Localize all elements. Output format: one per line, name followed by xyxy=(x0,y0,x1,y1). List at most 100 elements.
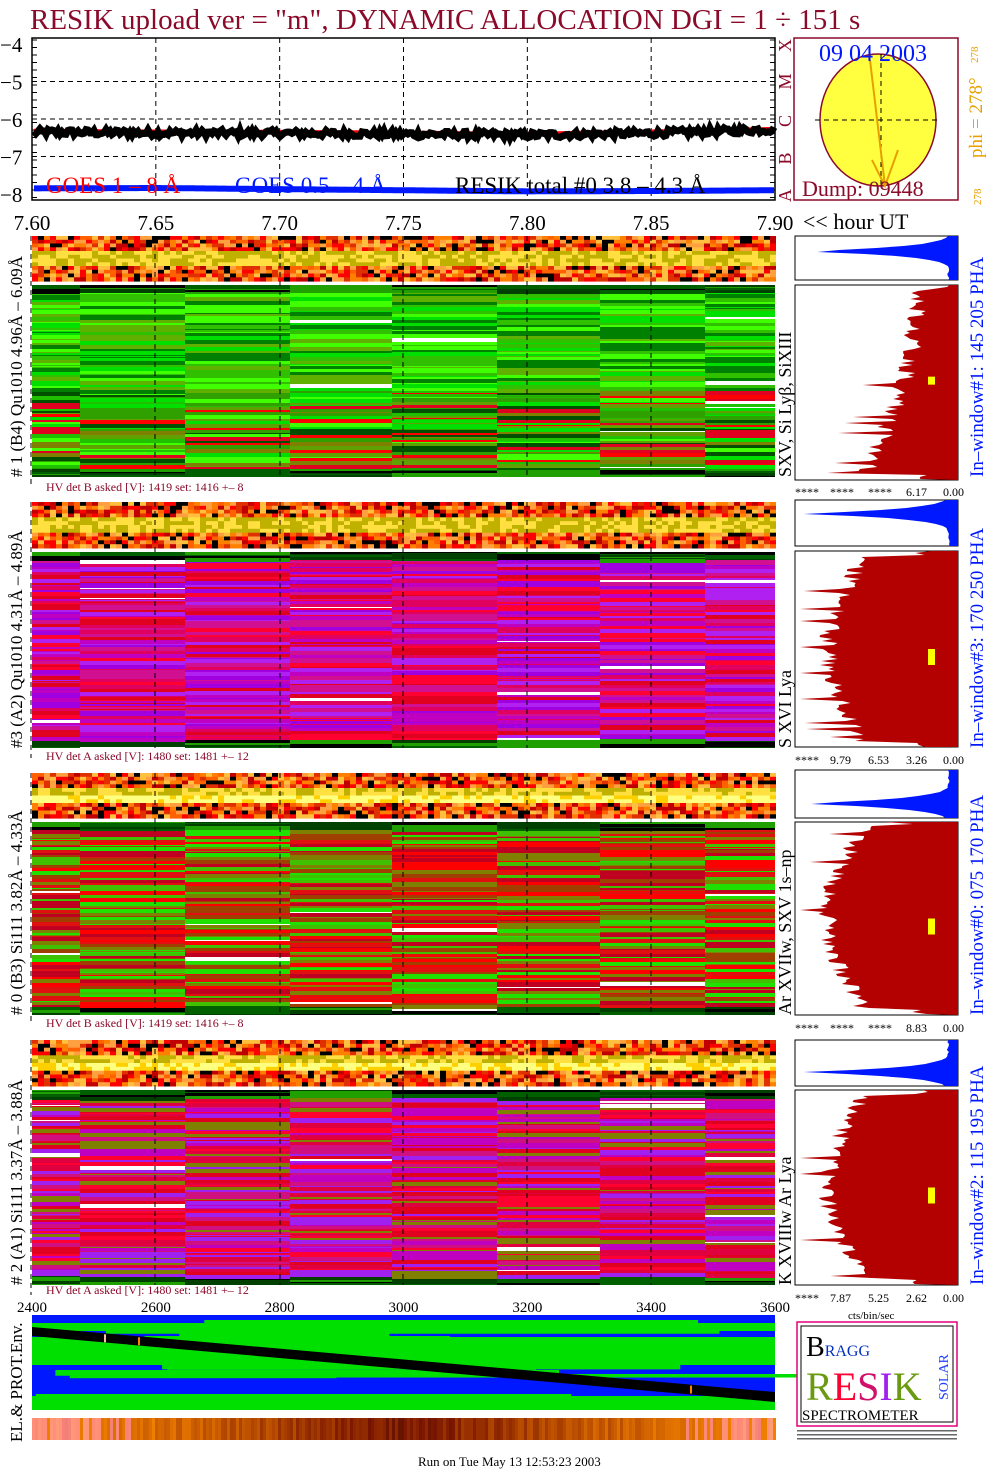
spectrogram-row xyxy=(600,915,705,918)
hv-status: HV det A asked [V]: 1480 set: 1481 +– 12 xyxy=(46,1283,249,1297)
spectrogram-row xyxy=(392,384,497,388)
spectrogram-row xyxy=(705,656,775,660)
spectrogram-row xyxy=(392,603,497,607)
spectral-lines-label: SXV, Si Lyβ, SiXIII xyxy=(775,332,795,477)
spectrogram-row xyxy=(600,1259,705,1263)
spectrogram-row xyxy=(290,285,392,289)
spectrogram-row xyxy=(497,416,600,420)
spectrogram-row xyxy=(497,896,600,900)
spectrogram-row xyxy=(290,913,392,917)
intensity-strip-cell xyxy=(224,1418,227,1440)
spectrogram-row xyxy=(705,997,775,998)
x-tick-label: 3400 xyxy=(636,1300,666,1316)
spectrogram-row xyxy=(600,586,705,589)
spectrogram-row xyxy=(185,1143,290,1146)
spectrogram-row xyxy=(497,336,600,339)
spectrogram-row xyxy=(32,875,80,879)
spectrogram-row xyxy=(705,903,775,904)
env-band xyxy=(69,1373,337,1379)
spectrogram-row xyxy=(185,1248,290,1249)
x-axis-label: << hour UT xyxy=(803,209,909,234)
spectrogram-row xyxy=(80,997,185,999)
spectrogram-row xyxy=(392,988,497,989)
spectrogram-row xyxy=(392,898,497,899)
spectrogram-row xyxy=(80,972,185,973)
spectrogram-row xyxy=(600,1119,705,1121)
spectrogram-row xyxy=(290,851,392,852)
spectrogram-row xyxy=(32,438,80,442)
spectrogram-row xyxy=(80,610,185,612)
spectrogram-row xyxy=(705,1224,775,1226)
spectrogram-row xyxy=(32,1180,80,1181)
spectrogram-row xyxy=(290,1107,392,1108)
spectrogram-row xyxy=(600,366,705,369)
intensity-strip-cell xyxy=(98,1418,101,1440)
spectrogram-row xyxy=(80,1156,185,1160)
spectrogram-row xyxy=(80,355,185,356)
spectrogram-row xyxy=(185,1245,290,1248)
spectrogram-row xyxy=(185,333,290,336)
spectrogram-row xyxy=(392,1173,497,1177)
spectrogram-row xyxy=(32,333,80,335)
spectrogram-row xyxy=(185,839,290,842)
intensity-strip-cell xyxy=(374,1418,377,1440)
spectrogram-row xyxy=(600,559,705,563)
spectrogram-row xyxy=(80,661,185,665)
spectrogram-row xyxy=(705,290,775,293)
spectrogram-row xyxy=(185,428,290,430)
spectrogram-row xyxy=(600,1123,705,1126)
y-tick-label: −5 xyxy=(0,71,22,95)
spectrogram-row xyxy=(290,1197,392,1199)
spectrogram-row xyxy=(32,687,80,688)
spectrogram-row xyxy=(600,1236,705,1240)
spectrogram-row xyxy=(80,475,185,477)
spectrogram-row xyxy=(392,627,497,628)
spectrogram-row xyxy=(392,884,497,885)
spectrogram-row xyxy=(185,388,290,389)
spectrogram-row xyxy=(705,347,775,349)
spectrogram-row xyxy=(497,1283,600,1285)
spectrogram-row xyxy=(600,347,705,351)
spectrogram-row xyxy=(705,349,775,350)
spectrogram-row xyxy=(600,898,705,899)
spectrogram-row xyxy=(185,628,290,632)
spectrogram-row xyxy=(80,617,185,619)
spectrogram-row xyxy=(705,942,775,943)
spectrogram-row xyxy=(80,728,185,732)
spectrogram-row xyxy=(600,555,705,557)
spectrogram-row xyxy=(32,1126,80,1128)
spectrogram-row xyxy=(600,1193,705,1194)
spectrogram-row xyxy=(185,365,290,366)
spectrogram-row xyxy=(185,834,290,836)
spectrogram-row xyxy=(705,1139,775,1141)
spectrogram-row xyxy=(497,618,600,620)
spectrogram-row xyxy=(185,445,290,449)
spectrogram-row xyxy=(32,908,80,910)
spectrogram-row xyxy=(600,1130,705,1131)
spectrogram-row xyxy=(600,926,705,927)
spectrogram-row xyxy=(497,647,600,649)
spectrogram-row xyxy=(705,317,775,319)
spectrogram-row xyxy=(497,1107,600,1110)
intensity-strip-cell xyxy=(308,1418,311,1440)
intensity-strip-cell xyxy=(59,1418,62,1440)
spectrogram-row xyxy=(185,860,290,864)
spectrogram-row xyxy=(705,825,775,828)
spectrogram-row xyxy=(600,1168,705,1171)
spectrogram-row xyxy=(392,1112,497,1116)
spectrogram-row xyxy=(497,334,600,336)
spectrogram-row xyxy=(705,733,775,737)
spectrogram-row xyxy=(32,1212,80,1214)
spectrogram-row xyxy=(497,399,600,402)
spectrogram-row xyxy=(600,937,705,939)
spectrogram-row xyxy=(80,1246,185,1247)
spectrogram-row xyxy=(705,302,775,304)
spectrogram-row xyxy=(185,476,290,477)
spectrogram-row xyxy=(600,966,705,967)
spectrogram-row xyxy=(600,720,705,723)
spectrogram-row xyxy=(600,447,705,450)
spectrogram-row xyxy=(705,976,775,979)
spectrogram-row xyxy=(185,996,290,998)
spectrogram-row xyxy=(290,600,392,601)
intensity-strip-cell xyxy=(476,1418,479,1440)
